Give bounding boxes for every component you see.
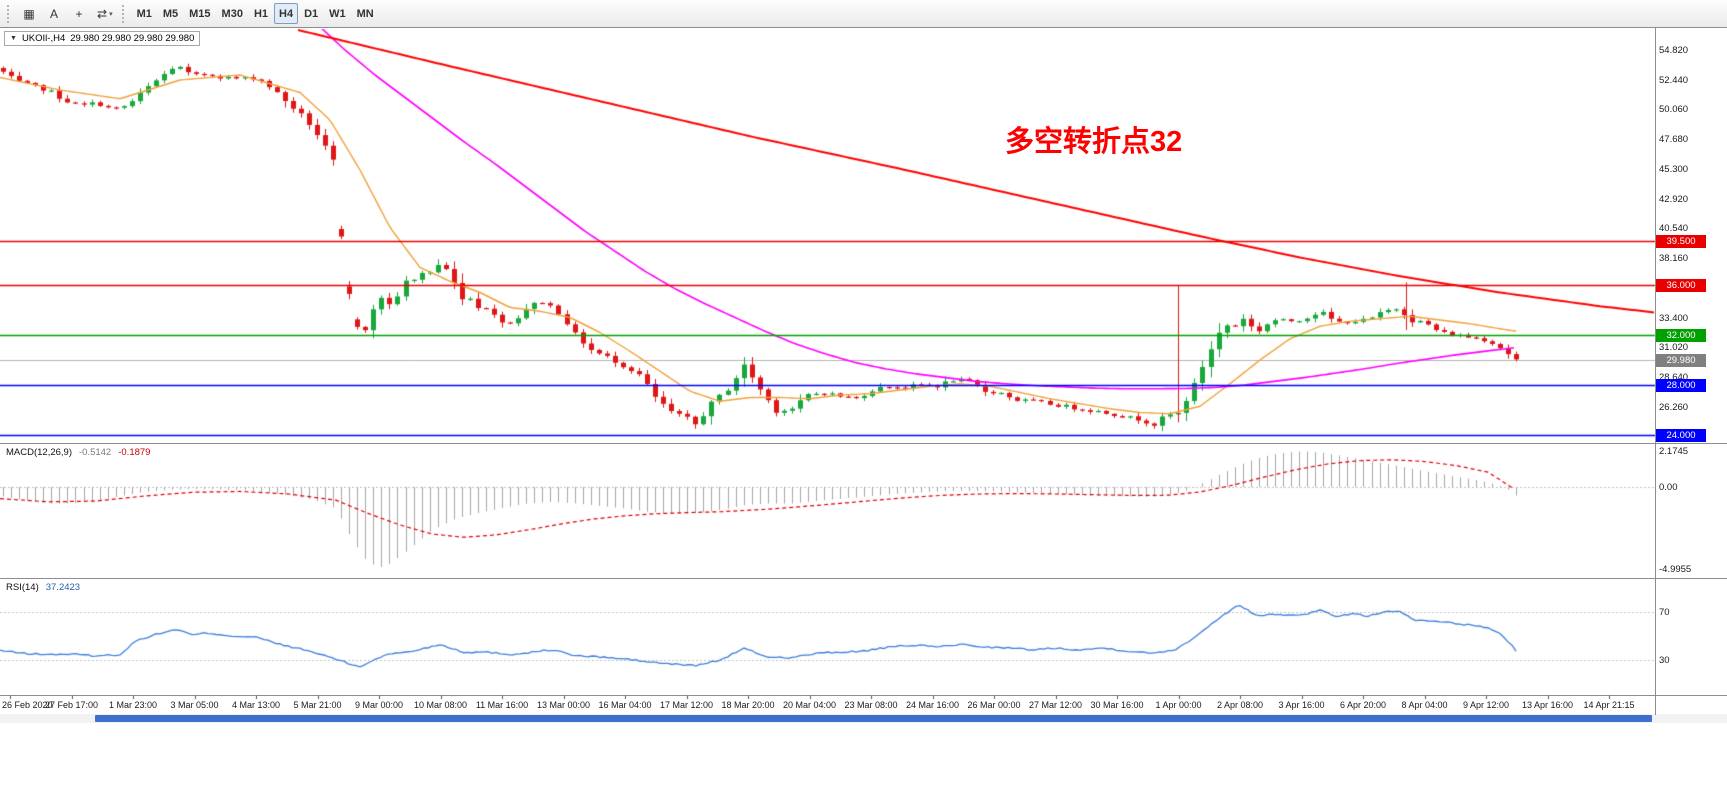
- price-axis-label: 40.540: [1659, 223, 1689, 235]
- timeframe-cycle-icon: ⇄: [97, 6, 108, 21]
- macd-value: -0.5142: [79, 447, 112, 458]
- crosshair-button[interactable]: +: [67, 3, 91, 24]
- time-axis-label: 2 Apr 08:00: [1216, 700, 1264, 710]
- rsi-axis-label: 70: [1659, 607, 1670, 618]
- price-axis-label: 42.920: [1659, 193, 1689, 205]
- macd-name: MACD(12,26,9): [6, 447, 72, 458]
- timeframe-cycle-button[interactable]: ⇄ ▾: [92, 3, 118, 24]
- toolbar-grip[interactable]: [7, 4, 13, 23]
- price-axis-border: [1655, 28, 1656, 715]
- time-axis-label: 24 Mar 16:00: [905, 700, 960, 710]
- price-axis-label: 50.060: [1659, 104, 1689, 116]
- time-axis-separator: [0, 695, 1727, 696]
- price-axis-label: 26.260: [1659, 401, 1689, 413]
- price-axis-label: 54.820: [1659, 44, 1689, 56]
- time-axis-label: 9 Mar 00:00: [354, 700, 404, 710]
- dropdown-caret-icon: ▾: [109, 10, 113, 18]
- timeframe-button-mn[interactable]: MN: [356, 7, 374, 20]
- time-axis-label: 23 Mar 08:00: [844, 700, 898, 710]
- horizontal-scrollbar[interactable]: [0, 714, 1727, 723]
- timeframe-button-h1[interactable]: H1: [253, 7, 269, 20]
- scrollbar-thumb[interactable]: [95, 715, 1652, 722]
- macd-axis-label: -4.9955: [1659, 564, 1692, 576]
- crosshair-icon: +: [75, 6, 83, 21]
- time-axis-label: 17 Mar 12:00: [659, 700, 714, 710]
- rsi-label: RSI(14) 37.2423: [6, 582, 80, 593]
- time-axis-label: 13 Apr 16:00: [1521, 700, 1574, 710]
- panel-separator-rsi[interactable]: [0, 578, 1727, 579]
- chevron-down-icon[interactable]: ▼: [10, 35, 17, 42]
- timeframe-button-h4[interactable]: H4: [274, 3, 299, 24]
- price-tag: 29.980: [1656, 353, 1706, 367]
- price-tag: 32.000: [1656, 328, 1706, 342]
- time-axis-label: 8 Apr 04:00: [1401, 700, 1448, 710]
- text-annotate-icon: A: [49, 6, 58, 21]
- time-axis-label: 27 Feb 17:00: [44, 700, 99, 710]
- price-tag: 24.000: [1656, 428, 1706, 442]
- time-axis-label: 3 Apr 16:00: [1278, 700, 1325, 710]
- time-axis-label: 27 Mar 12:00: [1028, 700, 1083, 710]
- price-tag: 36.000: [1656, 278, 1706, 292]
- top-toolbar: ▦ A + ⇄ ▾ M1 M5 M15 M30 H1 H4 D1 W1 MN: [0, 0, 1727, 28]
- panel-separator-macd[interactable]: [0, 443, 1727, 444]
- timeframe-group: M1 M5 M15 M30 H1 H4 D1 W1 MN: [132, 3, 379, 24]
- timeframe-button-m15[interactable]: M15: [189, 7, 211, 20]
- toolbar-icon-group: ▦ A + ⇄ ▾: [17, 3, 118, 24]
- time-axis-label: 18 Mar 20:00: [721, 700, 775, 710]
- price-tag: 28.000: [1656, 378, 1706, 392]
- time-axis-label: 11 Mar 16:00: [475, 700, 529, 710]
- macd-label: MACD(12,26,9) -0.5142 -0.1879: [6, 447, 150, 458]
- chart-grid-button[interactable]: ▦: [17, 3, 41, 24]
- price-axis-label: 28.640: [1659, 372, 1689, 383]
- price-axis-label: 45.300: [1659, 163, 1689, 175]
- macd-axis-label: 0.00: [1659, 482, 1678, 493]
- symbol-name: UKOIl-,H4: [21, 33, 66, 44]
- timeframe-button-m1[interactable]: M1: [136, 7, 152, 20]
- time-axis-label: 3 Mar 05:00: [170, 700, 219, 710]
- rsi-name: RSI(14): [6, 582, 39, 593]
- time-axis-label: 9 Apr 12:00: [1462, 700, 1510, 710]
- time-axis-label: 30 Mar 16:00: [1090, 700, 1144, 710]
- time-axis-label: 13 Mar 00:00: [536, 700, 591, 710]
- symbol-ohlc: 29.980 29.980 29.980 29.980: [70, 33, 195, 44]
- time-axis-label: 26 Feb 2020: [2, 700, 53, 710]
- chart-grid-icon: ▦: [23, 6, 35, 21]
- price-axis-label: 33.400: [1659, 312, 1689, 324]
- time-axis-label: 26 Mar 00:00: [967, 700, 1021, 710]
- price-tag: 39.500: [1656, 234, 1706, 248]
- time-axis-label: 1 Apr 00:00: [1155, 700, 1202, 710]
- price-axis-label: 38.160: [1659, 253, 1689, 264]
- time-axis-label: 16 Mar 04:00: [598, 700, 652, 710]
- rsi-axis-label: 30: [1659, 655, 1670, 666]
- time-axis-label: 4 Mar 13:00: [231, 700, 281, 710]
- price-axis-label: 31.020: [1659, 342, 1689, 354]
- text-annotate-button[interactable]: A: [42, 3, 66, 24]
- time-axis-label: 20 Mar 04:00: [782, 700, 837, 710]
- macd-axis-label: 2.1745: [1659, 446, 1689, 458]
- chart-annotation-text: 多空转折点32: [1005, 126, 1183, 158]
- timeframe-button-w1[interactable]: W1: [329, 7, 346, 20]
- toolbar-grip-2[interactable]: [121, 4, 128, 23]
- timeframe-button-d1[interactable]: D1: [304, 7, 319, 20]
- time-axis-label: 14 Apr 21:15: [1583, 700, 1635, 710]
- price-axis-label: 47.680: [1659, 134, 1689, 145]
- time-axis-label: 6 Apr 20:00: [1339, 700, 1387, 710]
- price-axis-label: 52.440: [1659, 74, 1689, 86]
- timeframe-button-m30[interactable]: M30: [221, 7, 243, 20]
- time-axis-label: 5 Mar 21:00: [293, 700, 342, 710]
- symbol-title: ▼ UKOIl-,H4 29.980 29.980 29.980 29.980: [4, 31, 201, 46]
- rsi-value: 37.2423: [45, 582, 81, 593]
- macd-signal-value: -0.1879: [118, 447, 151, 458]
- time-axis-label: 10 Mar 08:00: [413, 700, 468, 710]
- time-axis-label: 1 Mar 23:00: [108, 700, 158, 710]
- timeframe-button-m5[interactable]: M5: [162, 7, 179, 20]
